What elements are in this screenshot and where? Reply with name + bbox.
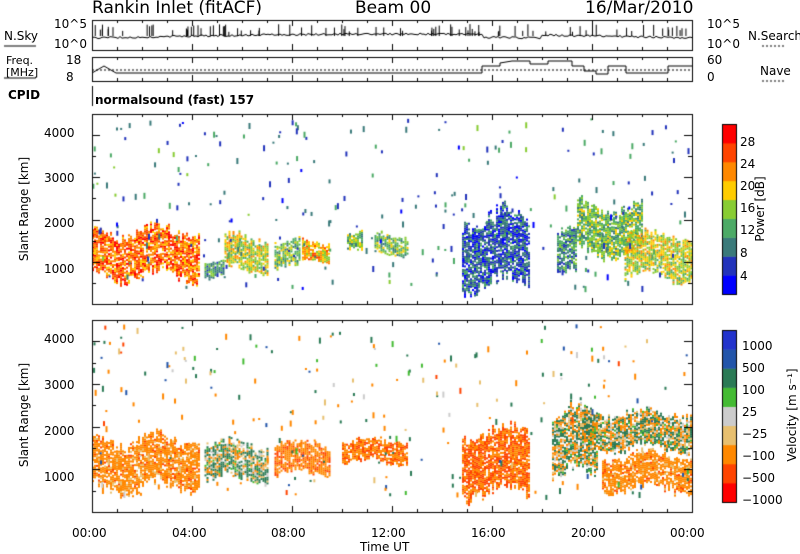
nsearch-label: N.Search	[748, 29, 800, 43]
power-ytick-3000: 3000	[44, 171, 75, 185]
velocity-cb-tick-m100: −100	[742, 449, 775, 463]
velocity-cb-tick-m500: −500	[742, 471, 775, 485]
velocity-cb-tick-m1000: −1000	[742, 493, 783, 507]
freq-label: Freq.	[6, 54, 34, 67]
power-cb-tick-16: 16	[740, 201, 756, 215]
noise-tick-high-right: 10^5	[707, 17, 740, 31]
nave-tick-high: 60	[707, 53, 723, 67]
velocity-ytick-3000: 3000	[44, 378, 75, 392]
velocity-cb-tick-m25: −25	[742, 427, 768, 441]
power-cb-tick-8: 8	[740, 246, 748, 260]
power-cb-tick-20: 20	[740, 179, 756, 193]
power-ytick-4000: 4000	[44, 126, 75, 140]
velocity-cb-tick-25: 25	[742, 405, 758, 419]
velocity-ytick-4000: 4000	[44, 332, 75, 346]
noise-tick-low-left: 10^0	[54, 37, 87, 51]
xlabel: Time UT	[360, 540, 410, 554]
velocity-colorbar-label: Velocity [m s⁻¹]	[785, 368, 799, 462]
velocity-ytick-1000: 1000	[44, 470, 75, 484]
power-cb-tick-28: 28	[740, 135, 756, 149]
power-cb-tick-24: 24	[740, 157, 756, 171]
cpid-text: normalsound (fast) 157	[95, 93, 255, 107]
nave-label: Nave	[760, 64, 791, 78]
velocity-ytick-2000: 2000	[44, 424, 75, 438]
noise-tick-low-right: 10^0	[707, 37, 740, 51]
noise-tick-high-left: 10^5	[54, 17, 87, 31]
xtick-2400: 00:00	[670, 526, 705, 540]
power-cb-tick-12: 12	[740, 223, 756, 237]
velocity-cb-tick-100: 100	[742, 383, 765, 397]
station-title: Rankin Inlet (fitACF)	[92, 0, 263, 18]
velocity-cb-tick-500: 500	[742, 361, 765, 375]
velocity-ylabel: Slant Range [km]	[17, 362, 31, 468]
power-ytick-1000: 1000	[44, 262, 75, 276]
power-cb-tick-4: 4	[740, 269, 748, 283]
freq-tick-high: 18	[66, 53, 82, 67]
nsky-label: N.Sky	[4, 29, 39, 43]
xtick-0400: 04:00	[172, 526, 207, 540]
xtick-0800: 08:00	[271, 526, 306, 540]
xtick-0000: 00:00	[72, 526, 107, 540]
power-ytick-2000: 2000	[44, 216, 75, 230]
power-ylabel: Slant Range [km]	[17, 156, 31, 262]
freq-unit-label: [MHz]	[6, 66, 39, 79]
beam-title: Beam 00	[355, 0, 432, 18]
freq-tick-low: 8	[66, 70, 74, 84]
date-title: 16/Mar/2010	[585, 0, 694, 18]
xtick-2000: 20:00	[571, 526, 606, 540]
xtick-1200: 12:00	[371, 526, 406, 540]
xtick-1600: 16:00	[471, 526, 506, 540]
velocity-cb-tick-1000: 1000	[742, 339, 773, 353]
nave-tick-low: 0	[707, 70, 715, 84]
cpid-label: CPID	[8, 88, 41, 102]
